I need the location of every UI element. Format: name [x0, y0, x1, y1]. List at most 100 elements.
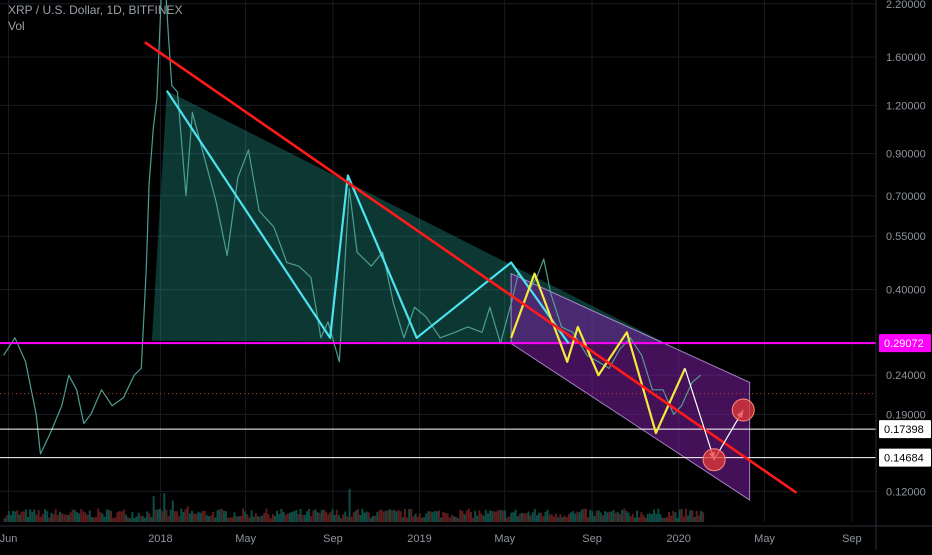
volume-bar: [308, 508, 311, 522]
price-label-box: [879, 448, 931, 467]
volume-bar: [107, 509, 110, 522]
volume-bar: [429, 511, 432, 522]
volume-bar: [450, 514, 453, 522]
volume-bar: [276, 510, 279, 522]
volume-bar: [99, 512, 102, 522]
volume-bar: [621, 509, 624, 522]
volume-label: Vol: [8, 19, 25, 33]
chart-header: XRP / U.S. Dollar, 1D, BITFINEX Vol: [8, 2, 183, 34]
volume-bar: [248, 517, 251, 522]
volume-bar: [335, 509, 338, 522]
volume-bar: [222, 510, 225, 522]
volume-bar: [425, 513, 428, 522]
volume-bar: [648, 513, 651, 522]
volume-bar: [82, 511, 85, 522]
volume-bar: [163, 493, 166, 522]
volume-bar: [320, 509, 323, 522]
volume-bar: [608, 511, 611, 522]
volume-bar: [480, 513, 483, 522]
volume-bar: [293, 511, 296, 522]
volume-bar: [406, 517, 409, 522]
volume-bar: [672, 510, 675, 522]
volume-bar: [661, 517, 664, 522]
volume-bar: [9, 514, 12, 522]
volume-bar: [35, 514, 38, 522]
volume-bar: [267, 514, 270, 522]
volume-bar: [497, 509, 500, 522]
volume-bar: [44, 509, 47, 522]
volume-bar: [22, 511, 25, 522]
volume-bar: [188, 513, 191, 522]
symbol-line: XRP / U.S. Dollar, 1D, BITFINEX: [8, 3, 183, 17]
volume-bar: [389, 509, 392, 522]
volume-bar: [220, 508, 223, 522]
volume-bar: [378, 510, 381, 522]
volume-bar: [548, 514, 551, 522]
volume-bar: [239, 515, 242, 522]
volume-bar: [604, 511, 607, 522]
price-label: 0.29072: [884, 338, 924, 350]
x-tick-label: Jun: [0, 533, 17, 545]
volume-bar: [678, 509, 681, 522]
volume-bar: [374, 515, 377, 522]
volume-bar: [195, 513, 198, 522]
volume-bar: [71, 509, 74, 522]
volume-bar: [233, 512, 236, 522]
volume-bar: [574, 513, 577, 522]
y-tick-label: 0.70000: [886, 191, 926, 203]
volume-bar: [670, 515, 673, 522]
yellow-zigzag: [510, 272, 687, 435]
volume-bar: [37, 510, 40, 522]
volume-bar: [427, 511, 430, 522]
volume-bar: [137, 512, 140, 522]
volume-bar: [702, 512, 705, 522]
volume-bar: [173, 511, 176, 522]
volume-bar: [636, 510, 639, 522]
volume-bar: [563, 515, 566, 522]
volume-bar: [39, 516, 42, 522]
volume-bar: [263, 512, 266, 522]
volume-bar: [484, 509, 487, 522]
volume-bar: [510, 512, 513, 522]
volume-bar: [127, 517, 130, 522]
volume-bar: [638, 517, 641, 522]
volume-bar: [591, 511, 594, 522]
price-axis-panel: [876, 0, 932, 550]
volume-bar: [144, 517, 147, 522]
price-label-box: [879, 334, 931, 353]
volume-bar: [14, 511, 17, 522]
volume-bar: [7, 511, 10, 522]
volume-bar: [280, 508, 283, 522]
volume-bar: [550, 514, 553, 522]
volume-bar: [501, 510, 504, 522]
volume-bar: [348, 488, 351, 522]
volume-bar: [557, 517, 560, 522]
volume-bar: [512, 512, 515, 522]
volume-bar: [354, 510, 357, 522]
volume-bar: [246, 514, 249, 522]
volume-bar: [544, 511, 547, 522]
volume-bar: [420, 517, 423, 522]
volume-bar: [531, 512, 534, 522]
volume-bar: [26, 516, 29, 522]
volume-bar: [668, 511, 671, 522]
price-label-box: [879, 420, 931, 439]
volume-bar: [105, 509, 108, 522]
volume-bar: [391, 510, 394, 522]
volume-bar: [274, 515, 277, 522]
volume-bar: [631, 513, 634, 522]
volume-bar: [103, 516, 106, 522]
volume-bar: [350, 516, 353, 522]
volume-bar: [665, 517, 668, 522]
volume-bar: [50, 512, 53, 522]
volume-bar: [214, 517, 217, 522]
volume-bar: [540, 512, 543, 522]
volume-bar: [284, 514, 287, 522]
volume-bar: [12, 510, 15, 522]
volume-bar: [538, 512, 541, 522]
volume-bar: [491, 510, 494, 522]
volume-bar: [650, 514, 653, 522]
volume-bar: [176, 511, 179, 522]
